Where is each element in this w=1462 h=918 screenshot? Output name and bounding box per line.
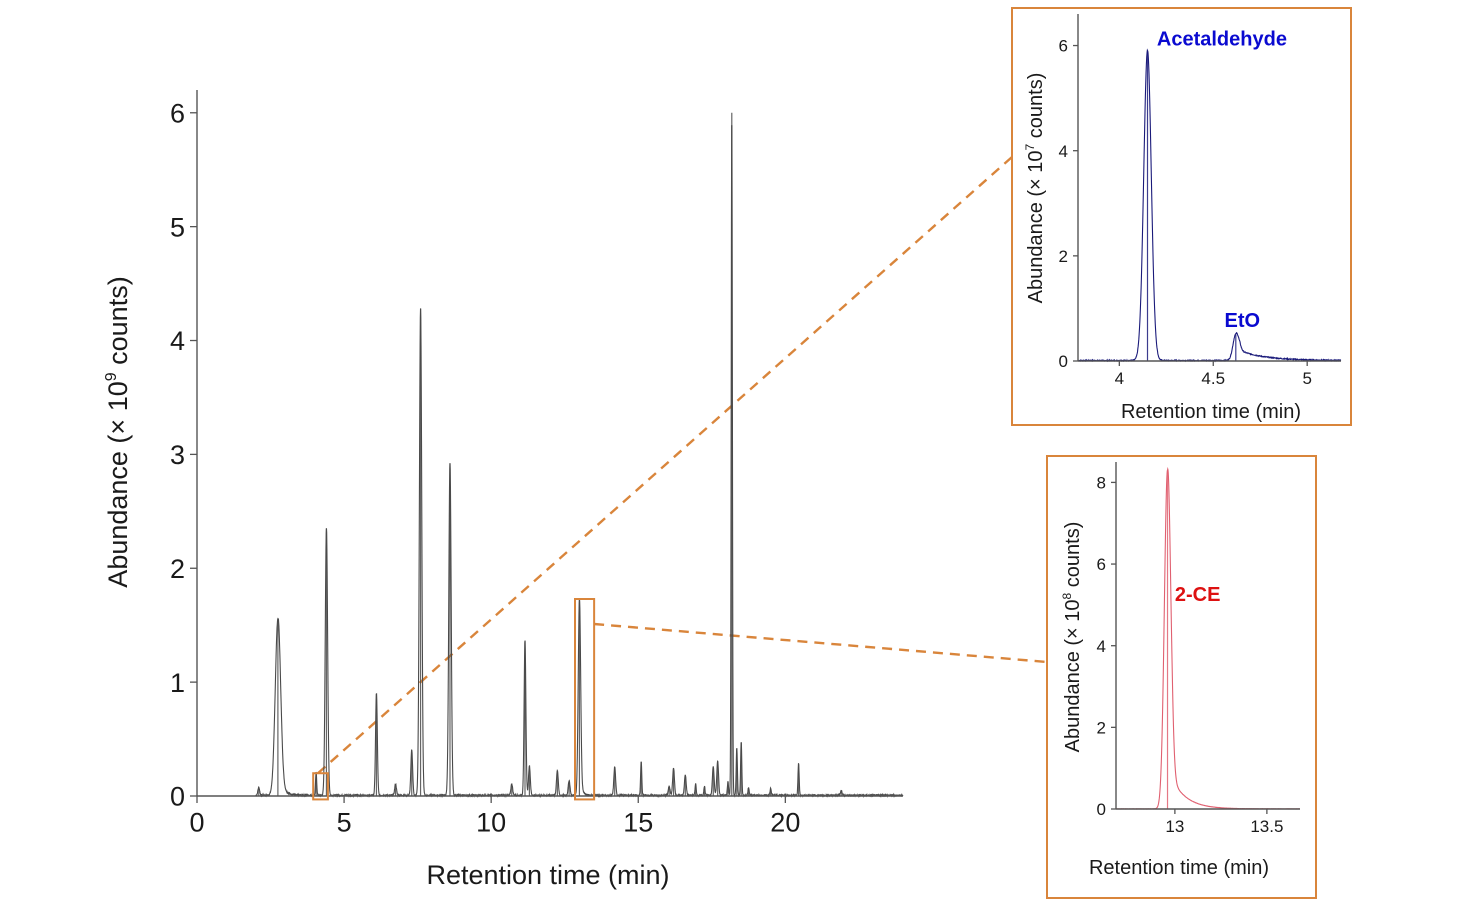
- main-x-axis-title: Retention time (min): [426, 860, 669, 890]
- inset1-x-tick-label-1: 4.5: [1201, 369, 1225, 388]
- main-y-tick-label-6: 6: [170, 98, 185, 128]
- inset2-y-tick-label-1: 2: [1097, 718, 1106, 737]
- inset-acetaldehyde-eto-y-title-suffix: counts): [1025, 73, 1047, 144]
- inset-2ce-y-title-suffix: counts): [1062, 522, 1084, 593]
- main-x-tick-label-4: 20: [770, 807, 800, 837]
- main-y-tick-label-1: 1: [170, 668, 185, 698]
- main-trace: [197, 124, 904, 799]
- inset-acetaldehyde-eto-frame: [1011, 7, 1352, 426]
- main-y-axis-title-exponent: 9: [103, 372, 120, 381]
- main-y-axis-title-suffix: counts): [103, 276, 133, 372]
- inset-2ce-x-axis-title: Retention time (min): [1089, 857, 1269, 879]
- inset1-x-tick-label-2: 5: [1302, 369, 1311, 388]
- inset2-y-tick-label-3: 6: [1097, 555, 1106, 574]
- inset-2ce-annotations: 2-CE: [1175, 584, 1221, 606]
- compound-label-2-ce: 2-CE: [1175, 584, 1221, 606]
- acetaldehyde-eto-region-box: [312, 772, 329, 801]
- main-y-ticks: 0 1 2 3 4 5 6: [170, 98, 197, 812]
- connector-line-2ce: [594, 622, 1048, 664]
- main-y-axis-title-prefix: Abundance (× 10: [103, 381, 133, 587]
- inset-acetaldehyde-eto-y-title-exponent: 7: [1023, 143, 1037, 150]
- inset1-y-tick-label-1: 2: [1059, 247, 1068, 266]
- main-x-tick-label-2: 10: [476, 807, 506, 837]
- main-y-tick-label-4: 4: [170, 326, 185, 356]
- 2ce-region-box: [574, 598, 596, 801]
- main-x-ticks: 0 5 10 15 20: [189, 796, 800, 837]
- main-y-tick-label-2: 2: [170, 554, 185, 584]
- inset-acetaldehyde-eto-y-axis-title: Abundance (× 107 counts): [1023, 73, 1047, 304]
- main-x-tick-label-0: 0: [189, 807, 204, 837]
- main-trace-group: [197, 112, 904, 799]
- inset-acetaldehyde-eto-x-axis-title: Retention time (min): [1121, 401, 1301, 423]
- main-y-tick-label-0: 0: [170, 782, 185, 812]
- inset-2ce-y-ticks: 0 2 4 6 8: [1097, 474, 1116, 819]
- compound-label-eto: EtO: [1225, 310, 1261, 332]
- inset2-x-tick-label-1: 13.5: [1250, 817, 1283, 836]
- main-chromatogram: 0 1 2 3 4 5 6 0 5 10 15 20 Retention time (min) Ab…: [103, 90, 904, 890]
- main-y-tick-label-3: 3: [170, 440, 185, 470]
- zoom-connectors: [317, 156, 1048, 775]
- inset2-y-tick-label-4: 8: [1097, 474, 1106, 493]
- connector-line-acetaldehyde: [317, 156, 1013, 775]
- main-y-tick-label-5: 5: [170, 212, 185, 242]
- inset-acetaldehyde-eto-y-ticks: 0 2 4 6: [1059, 37, 1078, 371]
- inset2-y-tick-label-0: 0: [1097, 800, 1106, 819]
- inset1-y-tick-label-2: 4: [1059, 142, 1068, 161]
- inset1-y-tick-label-0: 0: [1059, 352, 1068, 371]
- inset-2ce-y-axis-title: Abundance (× 108 counts): [1060, 522, 1084, 753]
- inset-acetaldehyde-eto-x-ticks: 4 4.5 5: [1115, 361, 1312, 388]
- main-zoom-boxes: [312, 598, 596, 801]
- inset-2ce-y-title-exponent: 8: [1060, 592, 1074, 599]
- main-x-tick-label-3: 15: [623, 807, 653, 837]
- inset-2ce: 0 2 4 6 8 13 13.5 2-CE Retention time (min) A…: [1046, 455, 1317, 899]
- inset1-y-tick-label-3: 6: [1059, 37, 1068, 56]
- inset-acetaldehyde-eto-annotations: Acetaldehyde EtO: [1157, 29, 1287, 332]
- compound-label-acetaldehyde: Acetaldehyde: [1157, 29, 1287, 51]
- inset2-y-tick-label-2: 4: [1097, 637, 1106, 656]
- inset-2ce-frame: [1046, 455, 1317, 899]
- inset1-x-tick-label-0: 4: [1115, 369, 1124, 388]
- inset-acetaldehyde-eto-y-title-prefix: Abundance (× 10: [1025, 150, 1047, 303]
- main-x-tick-label-1: 5: [337, 807, 352, 837]
- inset-2ce-x-ticks: 13 13.5: [1165, 809, 1283, 836]
- inset2-x-tick-label-0: 13: [1165, 817, 1184, 836]
- main-y-axis-title: Abundance (× 109 counts): [103, 276, 133, 587]
- inset-2ce-y-title-prefix: Abundance (× 10: [1062, 599, 1084, 752]
